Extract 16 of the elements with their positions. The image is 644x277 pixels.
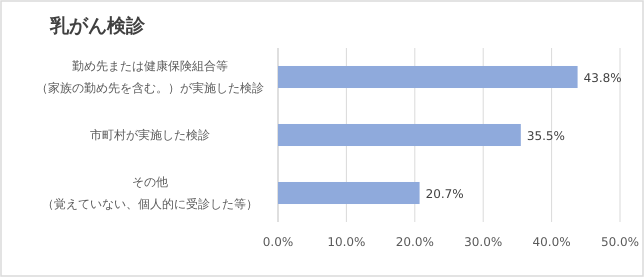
x-tick-label: 0.0% [262,235,294,249]
bar [278,66,578,88]
bar [278,124,521,146]
x-tick-label: 40.0% [532,235,571,249]
y-tick-label: その他（覚えていない、個人的に受診した等） [42,175,258,211]
data-label: 20.7% [426,187,464,201]
x-tick-label: 30.0% [464,235,502,249]
bar [278,182,420,204]
x-tick-label: 50.0% [600,235,640,249]
data-label: 35.5% [526,129,565,143]
x-tick-label: 20.0% [396,235,434,249]
text: 乳がん検診 [49,15,146,37]
x-tick-label: 10.0% [327,235,366,249]
data-label: 43.8% [584,71,622,85]
y-tick-label: 市町村が実施した検診 [90,128,210,142]
y-tick-label: 勤め先または健康保険組合等（家族の勤め先を含む。）が実施した検診 [36,59,264,95]
